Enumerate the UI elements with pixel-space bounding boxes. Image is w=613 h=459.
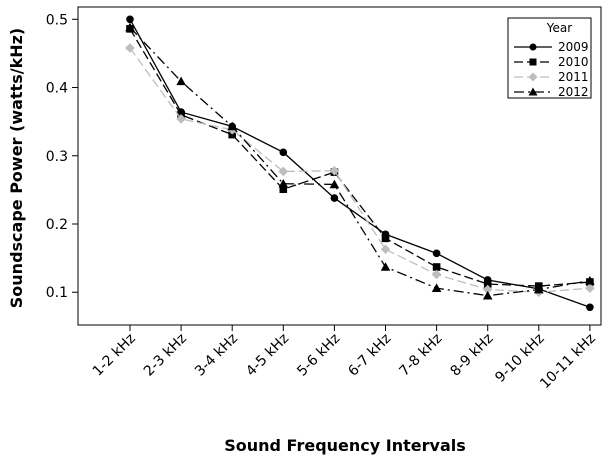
series-line xyxy=(129,27,591,297)
point-marker xyxy=(431,269,442,280)
point-marker xyxy=(126,15,134,24)
legend-item-2012: 2012 xyxy=(514,85,589,99)
y-tick-label: 0.3 xyxy=(46,149,68,165)
x-tick-label: 5-6 kHz xyxy=(294,331,343,380)
x-tick-label: 3-4 kHz xyxy=(192,331,241,380)
x-tick-label: 7-8 kHz xyxy=(396,331,445,380)
legend-label: 2011 xyxy=(558,70,589,84)
x-axis-ticks: 1-2 kHz 2-3 kHz 3-4 kHz 4-5 kHz 5-6 kHz 6-7 k… xyxy=(90,325,599,392)
point-marker xyxy=(125,22,135,32)
point-marker xyxy=(330,194,339,202)
point-marker xyxy=(585,275,595,285)
point-marker xyxy=(381,234,390,243)
x-tick-label: 6-7 kHz xyxy=(345,331,394,380)
point-marker xyxy=(278,178,289,188)
series-line xyxy=(129,28,590,287)
plot-frame xyxy=(77,6,602,326)
x-tick-label: 2-3 kHz xyxy=(141,331,190,380)
point-marker xyxy=(329,165,340,176)
series-line xyxy=(129,47,590,293)
point-marker xyxy=(278,166,289,177)
legend-box xyxy=(507,17,592,99)
series-line xyxy=(129,18,591,308)
series-layer xyxy=(125,15,595,312)
point-marker xyxy=(380,244,391,255)
point-marker xyxy=(176,76,186,86)
point-marker xyxy=(125,43,135,53)
legend-label: 2009 xyxy=(558,40,589,54)
y-tick-label: 0.1 xyxy=(46,285,68,301)
point-marker xyxy=(329,179,340,189)
point-marker xyxy=(380,262,391,271)
point-marker xyxy=(482,284,493,295)
point-marker xyxy=(431,283,442,292)
point-marker xyxy=(227,121,237,131)
y-axis-ticks: 0.1 0.2 0.3 0.4 0.5 xyxy=(46,12,78,301)
x-tick-label: 1-2 kHz xyxy=(90,331,139,380)
y-axis-title: Soundscape Power (watts/kHz) xyxy=(7,28,26,308)
y-tick-label: 0.4 xyxy=(46,81,68,97)
axes xyxy=(77,6,602,326)
point-marker xyxy=(432,263,441,271)
legend-label: 2012 xyxy=(558,85,589,99)
legend-title: Year xyxy=(546,21,572,35)
point-marker xyxy=(585,283,595,293)
x-axis-title: Sound Frequency Intervals xyxy=(224,436,466,455)
point-marker xyxy=(279,148,288,157)
point-marker xyxy=(482,290,493,300)
point-marker xyxy=(528,87,538,96)
series-2012 xyxy=(125,22,595,300)
legend-item-2010: 2010 xyxy=(514,55,589,69)
y-tick-label: 0.5 xyxy=(46,12,68,28)
point-marker xyxy=(586,303,594,312)
point-marker xyxy=(528,72,538,82)
point-marker xyxy=(529,43,537,51)
point-marker xyxy=(483,280,492,288)
x-tick-label: 4-5 kHz xyxy=(243,331,292,380)
point-marker xyxy=(529,58,537,66)
legend-item-2011: 2011 xyxy=(514,70,589,84)
legend-label: 2010 xyxy=(558,55,589,69)
y-tick-label: 0.2 xyxy=(46,217,68,233)
point-marker xyxy=(432,249,441,258)
x-tick-label: 10-11 kHz xyxy=(537,331,599,393)
x-tick-label: 8-9 kHz xyxy=(448,331,497,380)
point-marker xyxy=(534,284,544,294)
point-marker xyxy=(279,185,288,194)
point-marker xyxy=(176,114,186,124)
legend-item-2009: 2009 xyxy=(514,40,589,54)
